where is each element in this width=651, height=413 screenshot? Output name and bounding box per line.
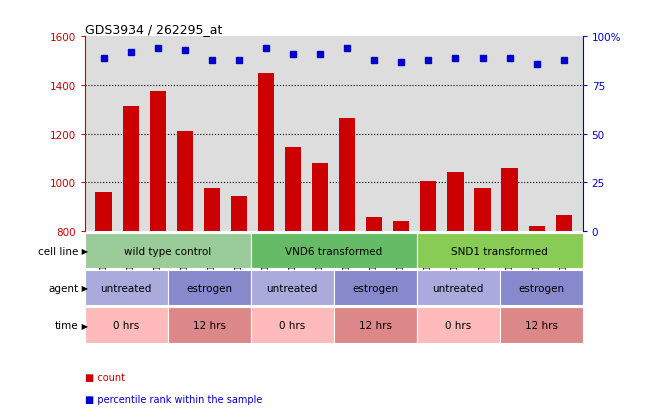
Text: untreated: untreated	[432, 283, 484, 293]
Text: GSM517078: GSM517078	[234, 242, 243, 292]
Bar	[168, 271, 251, 306]
Text: untreated: untreated	[100, 283, 152, 293]
Bar	[251, 233, 417, 268]
Bar	[333, 271, 417, 306]
Bar	[176, 132, 193, 231]
Text: GSM517083: GSM517083	[370, 242, 379, 292]
Text: time: time	[55, 320, 78, 330]
Text: GSM517089: GSM517089	[532, 242, 541, 292]
Bar	[85, 233, 251, 268]
Bar	[312, 163, 328, 231]
Text: GSM517088: GSM517088	[505, 242, 514, 292]
Text: 12 hrs: 12 hrs	[359, 320, 392, 330]
Text: GSM517082: GSM517082	[342, 242, 352, 292]
Bar	[447, 173, 464, 231]
Text: GSM517074: GSM517074	[126, 242, 135, 292]
Text: GSM517087: GSM517087	[478, 242, 487, 292]
Text: untreated: untreated	[266, 283, 318, 293]
Bar	[417, 308, 500, 343]
Bar	[122, 106, 139, 231]
Text: GSM517084: GSM517084	[397, 242, 406, 292]
Text: estrogen: estrogen	[352, 283, 398, 293]
Bar	[417, 233, 583, 268]
Bar	[258, 74, 274, 231]
Text: GSM517076: GSM517076	[180, 242, 189, 292]
Bar	[393, 221, 409, 231]
Bar	[529, 226, 545, 231]
Text: estrogen: estrogen	[518, 283, 564, 293]
Bar	[85, 308, 168, 343]
Bar	[285, 147, 301, 231]
Bar	[555, 216, 572, 231]
Bar	[501, 168, 518, 231]
Text: GSM517079: GSM517079	[262, 242, 270, 292]
Bar	[339, 119, 355, 231]
Bar	[96, 192, 112, 231]
Bar	[168, 308, 251, 343]
Text: 0 hrs: 0 hrs	[113, 320, 139, 330]
Text: estrogen: estrogen	[186, 283, 232, 293]
Bar	[475, 189, 491, 231]
Bar	[231, 196, 247, 231]
Text: 12 hrs: 12 hrs	[525, 320, 558, 330]
Text: VND6 transformed: VND6 transformed	[285, 246, 382, 256]
Bar	[417, 271, 500, 306]
Text: GSM517075: GSM517075	[153, 242, 162, 292]
Text: GSM517081: GSM517081	[316, 242, 325, 292]
Bar	[251, 308, 333, 343]
Text: 0 hrs: 0 hrs	[445, 320, 471, 330]
Text: SND1 transformed: SND1 transformed	[451, 246, 548, 256]
Text: GDS3934 / 262295_at: GDS3934 / 262295_at	[85, 23, 222, 36]
Bar	[499, 271, 583, 306]
Bar	[421, 182, 436, 231]
Bar	[150, 92, 166, 231]
Text: ▶: ▶	[79, 284, 88, 292]
Text: GSM517080: GSM517080	[288, 242, 298, 292]
Text: GSM517085: GSM517085	[424, 242, 433, 292]
Text: GSM517077: GSM517077	[207, 242, 216, 292]
Text: ■ count: ■ count	[85, 372, 124, 382]
Text: ▶: ▶	[79, 321, 88, 330]
Bar	[366, 218, 382, 231]
Text: GSM517073: GSM517073	[99, 242, 108, 292]
Text: 12 hrs: 12 hrs	[193, 320, 226, 330]
Bar	[85, 271, 168, 306]
Text: GSM517090: GSM517090	[559, 242, 568, 292]
Bar	[333, 308, 417, 343]
Text: ■ percentile rank within the sample: ■ percentile rank within the sample	[85, 394, 262, 404]
Text: GSM517086: GSM517086	[451, 242, 460, 292]
Text: 0 hrs: 0 hrs	[279, 320, 305, 330]
Bar	[204, 189, 220, 231]
Text: wild type control: wild type control	[124, 246, 212, 256]
Text: cell line: cell line	[38, 246, 78, 256]
Bar	[251, 271, 333, 306]
Text: ▶: ▶	[79, 247, 88, 255]
Bar	[499, 308, 583, 343]
Text: agent: agent	[48, 283, 78, 293]
